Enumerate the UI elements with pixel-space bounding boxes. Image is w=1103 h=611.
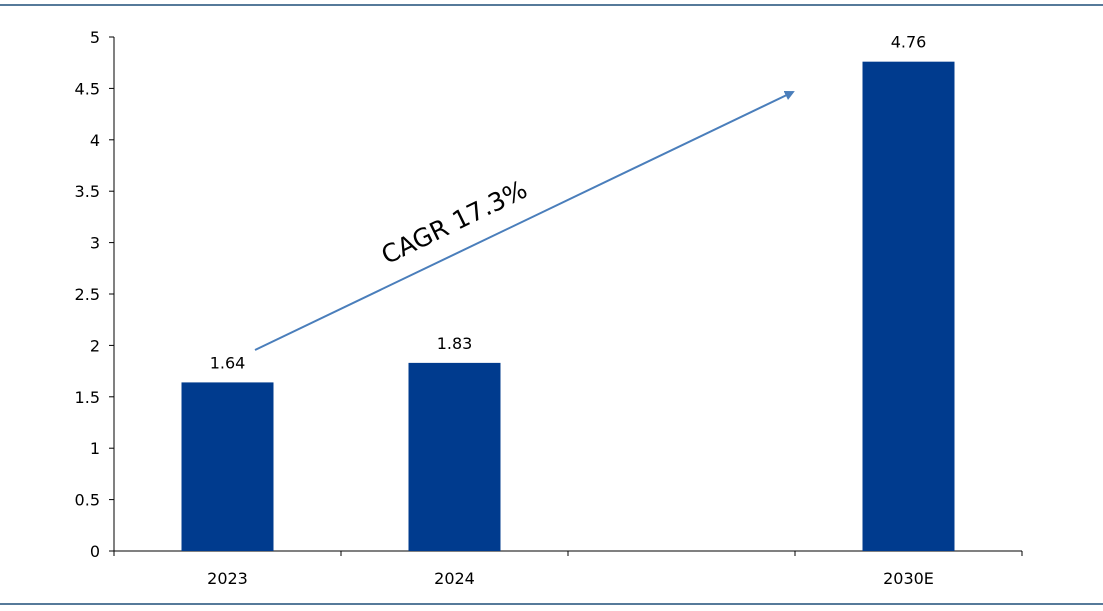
x-tick-label: 2030E: [883, 569, 934, 588]
y-tick-label: 0: [90, 542, 100, 561]
data-labels: 1.64 1.83 4.76: [210, 33, 927, 373]
data-label: 1.64: [210, 353, 246, 372]
bar: [181, 382, 274, 551]
y-tick-label: 2: [90, 336, 100, 355]
data-label: 1.83: [437, 334, 473, 353]
y-tick-label: 1: [90, 439, 100, 458]
y-tick-label: 3.5: [75, 182, 100, 201]
y-tick-label: 0.5: [75, 491, 100, 510]
y-axis: 0 0.5 1 1.5 2 2.5 3 3.5 4 4.5 5: [75, 28, 115, 561]
x-axis: 2023 2024 2030E: [113, 550, 1023, 588]
x-tick-label: 2024: [434, 569, 475, 588]
y-tick-label: 1.5: [75, 388, 100, 407]
y-tick-label: 5: [90, 28, 100, 47]
cagr-arrow: [254, 90, 795, 351]
y-tick-label: 2.5: [75, 285, 100, 304]
cagr-label: CAGR 17.3%: [377, 175, 532, 270]
data-label: 4.76: [891, 33, 927, 52]
y-tick-label: 4: [90, 131, 100, 150]
cagr-annotation: CAGR 17.3%: [254, 90, 795, 351]
bars: [181, 61, 955, 552]
y-tick-label: 4.5: [75, 79, 100, 98]
bar: [408, 362, 501, 551]
bar: [862, 61, 955, 552]
x-tick-label: 2023: [207, 569, 248, 588]
y-tick-label: 3: [90, 234, 100, 253]
